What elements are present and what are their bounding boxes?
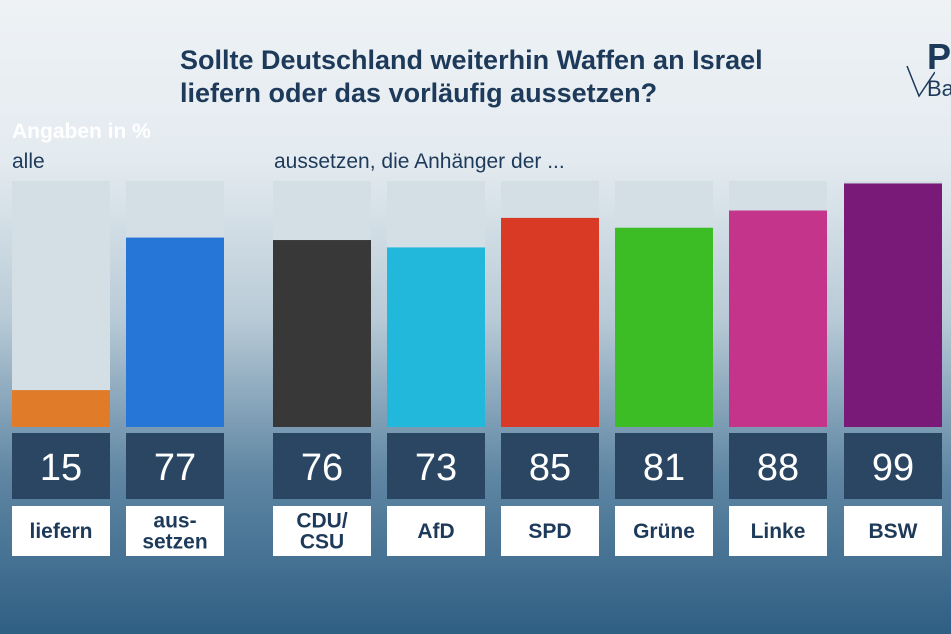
chart-title: Sollte Deutschland weiterhin Waffen an I… <box>180 44 880 110</box>
group-label-all: alle <box>12 150 45 173</box>
data-label: 73 <box>415 447 457 489</box>
data-label: 15 <box>40 447 82 489</box>
value-box <box>615 433 713 499</box>
category-label-box <box>729 506 827 556</box>
value-box <box>12 433 110 499</box>
category-label: AfD <box>417 520 454 543</box>
bar <box>12 390 110 427</box>
category-label: Grüne <box>633 520 695 543</box>
bar <box>273 240 371 427</box>
value-box <box>844 433 942 499</box>
data-label: 88 <box>757 447 799 489</box>
logo-letter-bottom: Ba <box>927 76 951 101</box>
group-label-parties: aussetzen, die Anhänger der ... <box>274 150 565 173</box>
bar <box>615 227 713 427</box>
bar <box>501 217 599 427</box>
data-label: 85 <box>529 447 571 489</box>
category-label-box <box>126 506 224 556</box>
bar <box>387 247 485 427</box>
check-mark-logo-icon <box>906 65 935 98</box>
value-box <box>273 433 371 499</box>
brand-logo: P Ba <box>905 36 951 106</box>
value-box <box>387 433 485 499</box>
category-label: CDU/CSU <box>296 510 347 554</box>
value-box <box>729 433 827 499</box>
bar <box>126 237 224 427</box>
category-label-box <box>12 506 110 556</box>
value-box <box>126 433 224 499</box>
data-label: 76 <box>301 447 343 489</box>
category-label: SPD <box>528 520 571 543</box>
category-label-box <box>273 506 371 556</box>
bar <box>729 210 827 427</box>
logo-letter-top: P <box>927 36 951 77</box>
chart-title-line-1: Sollte Deutschland weiterhin Waffen an I… <box>180 45 763 75</box>
category-label-box <box>615 506 713 556</box>
data-label: 81 <box>643 447 685 489</box>
category-label: BSW <box>869 520 918 543</box>
category-label-box <box>501 506 599 556</box>
value-box <box>501 433 599 499</box>
data-label: 99 <box>872 447 914 489</box>
category-label: liefern <box>29 520 92 543</box>
category-label: Linke <box>751 520 806 543</box>
unit-label: Angaben in % <box>12 120 151 143</box>
data-label: 77 <box>154 447 196 489</box>
category-label: aus-setzen <box>142 510 207 554</box>
bar <box>844 183 942 427</box>
category-label-box <box>844 506 942 556</box>
bar-track <box>12 181 110 427</box>
chart-title-line-2: liefern oder das vorläufig aussetzen? <box>180 78 658 108</box>
category-label-box <box>387 506 485 556</box>
